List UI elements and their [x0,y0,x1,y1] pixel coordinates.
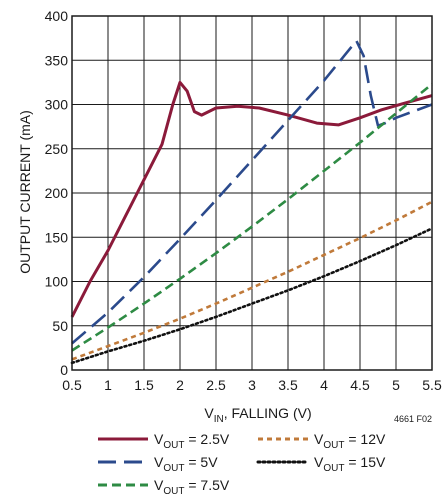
legend: VOUT = 2.5V VOUT = 5V VOUT = 7.5V VOUT = 12… [98,431,386,497]
y-tick-label: 400 [45,8,69,24]
x-tick-label: 2 [176,377,184,393]
legend-label-0: VOUT = 2.5V [154,431,230,451]
x-axis-title: VIN, FALLING (V) [204,405,311,425]
y-tick-label: 200 [45,185,69,201]
series-line-2 [71,83,433,352]
y-tick-label: 50 [52,318,68,334]
series-line-0 [70,80,433,318]
figure-id: 4661 F02 [394,414,432,424]
y-tick-labels: 0 50 100 150 200 250 300 350 400 [45,8,69,378]
y-tick-label: 300 [45,97,69,113]
grid [72,16,432,370]
legend-label-1: VOUT = 5V [154,454,218,474]
x-axis-title-rest: , FALLING (V) [224,405,312,421]
plot-frame [71,15,433,371]
series-line-3 [71,200,433,361]
x-tick-label: 3 [248,377,256,393]
x-tick-label: 1 [104,377,112,393]
legend-label-2: VOUT = 7.5V [154,477,230,497]
y-tick-label: 150 [45,229,69,245]
x-tick-labels: 0.5 1 1.5 2 2.5 3 3.5 4 4.5 5 5.5 [62,377,442,393]
x-tick-label: 1.5 [134,377,154,393]
x-axis-title-main: V [204,405,214,421]
x-tick-label: 0.5 [62,377,82,393]
legend-label-4: VOUT = 15V [314,454,386,474]
y-tick-label: 250 [45,141,69,157]
x-tick-label: 2.5 [206,377,226,393]
legend-label-3: VOUT = 12V [314,431,386,451]
x-axis-title-sub: IN [214,414,224,425]
x-tick-label: 3.5 [278,377,298,393]
series-lines [70,39,434,365]
series-line-4 [70,227,434,365]
y-axis-title: OUTPUT CURRENT (mA) [17,110,33,274]
y-tick-label: 100 [45,274,69,290]
x-tick-label: 4 [320,377,328,393]
y-tick-label: 0 [60,362,68,378]
x-tick-label: 4.5 [350,377,370,393]
x-tick-label: 5.5 [422,377,442,393]
y-tick-label: 350 [45,52,69,68]
x-tick-label: 5 [392,377,400,393]
